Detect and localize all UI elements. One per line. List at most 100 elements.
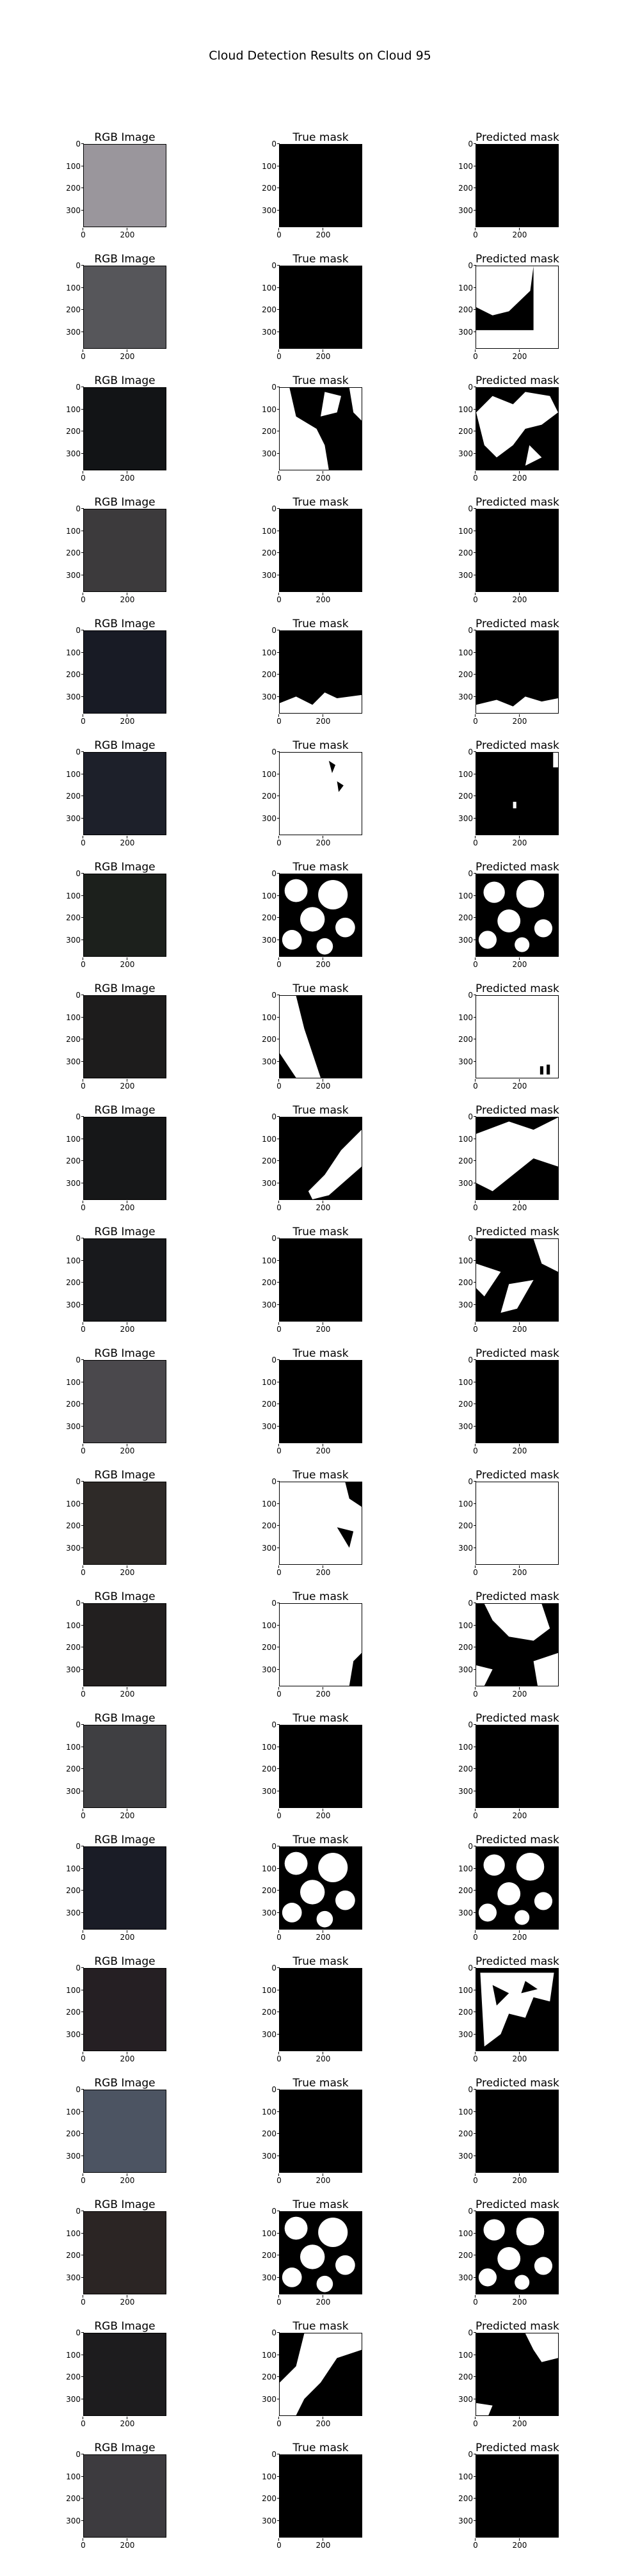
x-tick-label: 200 <box>314 1809 333 1820</box>
x-tick-label: 0 <box>74 228 93 239</box>
y-tick-label: 200 <box>456 1400 476 1408</box>
y-tick-label: 100 <box>260 163 280 170</box>
x-tick-label: 0 <box>74 593 93 604</box>
y-tick-label: 0 <box>64 2329 84 2337</box>
true-mask-image <box>279 1117 362 1200</box>
x-tick-label: 0 <box>466 2052 485 2063</box>
y-tick-label: 0 <box>456 1721 476 1729</box>
y-tick-label: 300 <box>64 572 84 579</box>
y-tick-label: 0 <box>456 1964 476 1972</box>
figure-title: Cloud Detection Results on Cloud 95 <box>209 49 431 63</box>
panel-title: True mask <box>292 861 349 874</box>
y-tick-label: 0 <box>260 1721 280 1729</box>
y-tick-label: 100 <box>260 2351 280 2359</box>
panel-title: RGB Image <box>94 496 156 509</box>
y-tick-label: 100 <box>64 2230 84 2237</box>
y-tick-label: 300 <box>64 2396 84 2403</box>
rgb-image <box>83 144 166 227</box>
y-tick-label: 200 <box>64 1400 84 1408</box>
y-tick-label: 100 <box>64 1865 84 1873</box>
y-tick-label: 300 <box>64 936 84 944</box>
y-tick-label: 0 <box>456 383 476 391</box>
rgb-image <box>83 266 166 349</box>
x-tick-label: 0 <box>74 2295 93 2306</box>
predicted-mask-image <box>476 1482 559 1565</box>
panel-title: True mask <box>292 2198 349 2211</box>
x-tick-label: 0 <box>466 2417 485 2428</box>
y-tick-label: 200 <box>260 1522 280 1530</box>
y-tick-label: 200 <box>260 2008 280 2016</box>
panel-title: RGB Image <box>94 2077 156 2090</box>
y-tick-label: 300 <box>456 2517 476 2525</box>
predicted-mask-image <box>476 1238 559 1322</box>
y-tick-label: 0 <box>64 991 84 999</box>
y-tick-label: 0 <box>456 870 476 877</box>
x-tick-label: 200 <box>510 1444 529 1455</box>
y-tick-label: 300 <box>260 815 280 822</box>
y-tick-label: 100 <box>456 1500 476 1508</box>
y-tick-label: 300 <box>260 2396 280 2403</box>
x-tick-label: 200 <box>314 1444 333 1455</box>
y-tick-label: 300 <box>456 936 476 944</box>
true-mask-image <box>279 995 362 1078</box>
x-tick-label: 200 <box>510 228 529 239</box>
panel-title: RGB Image <box>94 1347 156 1360</box>
panel-title: True mask <box>292 1469 349 1482</box>
x-tick-label: 200 <box>118 1444 137 1455</box>
x-tick-label: 0 <box>269 714 289 725</box>
y-tick-label: 100 <box>456 1865 476 1873</box>
y-tick-label: 0 <box>64 1721 84 1729</box>
y-tick-label: 100 <box>64 1500 84 1508</box>
predicted-mask-image <box>476 752 559 835</box>
y-tick-label: 200 <box>64 1036 84 1043</box>
x-tick-label: 0 <box>466 228 485 239</box>
y-tick-label: 0 <box>260 1478 280 1485</box>
panel-title: True mask <box>292 2442 349 2454</box>
y-tick-label: 100 <box>260 1987 280 1994</box>
rgb-panel: RGB Image 0 100 200 300 0 200 <box>64 253 218 387</box>
panel-title: Predicted mask <box>476 2442 559 2454</box>
y-tick-label: 100 <box>64 527 84 535</box>
y-tick-label: 100 <box>260 406 280 413</box>
predicted-mask-panel: Predicted mask 0 100 200 300 0 200 <box>456 1712 610 1846</box>
x-tick-label: 200 <box>118 228 137 239</box>
x-tick-label: 0 <box>466 1930 485 1941</box>
x-tick-label: 0 <box>466 957 485 968</box>
panel-title: Predicted mask <box>476 739 559 752</box>
true-mask-panel: True mask 0 100 200 300 0 200 <box>260 1104 413 1238</box>
x-tick-label: 0 <box>74 1079 93 1090</box>
y-tick-label: 100 <box>64 2473 84 2481</box>
y-tick-label: 200 <box>64 2130 84 2138</box>
y-tick-label: 100 <box>456 163 476 170</box>
y-tick-label: 100 <box>64 406 84 413</box>
y-tick-label: 300 <box>456 1788 476 1795</box>
panel-title: Predicted mask <box>476 2198 559 2211</box>
y-tick-label: 200 <box>260 1279 280 1286</box>
x-tick-label: 200 <box>118 2538 137 2549</box>
y-tick-label: 200 <box>456 1279 476 1286</box>
panel-title: True mask <box>292 739 349 752</box>
rgb-image <box>83 509 166 592</box>
y-tick-label: 100 <box>456 1257 476 1265</box>
predicted-mask-image <box>476 144 559 227</box>
panel-title: Predicted mask <box>476 2320 559 2333</box>
predicted-mask-panel: Predicted mask 0 100 200 300 0 200 <box>456 739 610 874</box>
panel-title: True mask <box>292 374 349 387</box>
true-mask-image <box>279 1603 362 1686</box>
y-tick-label: 200 <box>64 1765 84 1773</box>
y-tick-label: 100 <box>64 649 84 657</box>
x-tick-label: 0 <box>269 836 289 847</box>
rgb-image <box>83 1482 166 1565</box>
x-tick-label: 0 <box>74 471 93 482</box>
predicted-mask-panel: Predicted mask 0 100 200 300 0 200 <box>456 1955 610 2090</box>
y-tick-label: 300 <box>456 1180 476 1187</box>
true-mask-image <box>279 509 362 592</box>
rgb-panel: RGB Image 0 100 200 300 0 200 <box>64 2198 218 2333</box>
y-tick-label: 300 <box>260 2031 280 2038</box>
x-tick-label: 0 <box>74 1809 93 1820</box>
x-tick-label: 200 <box>314 593 333 604</box>
y-tick-label: 200 <box>64 2373 84 2381</box>
x-tick-label: 0 <box>466 593 485 604</box>
x-tick-label: 200 <box>118 1930 137 1941</box>
